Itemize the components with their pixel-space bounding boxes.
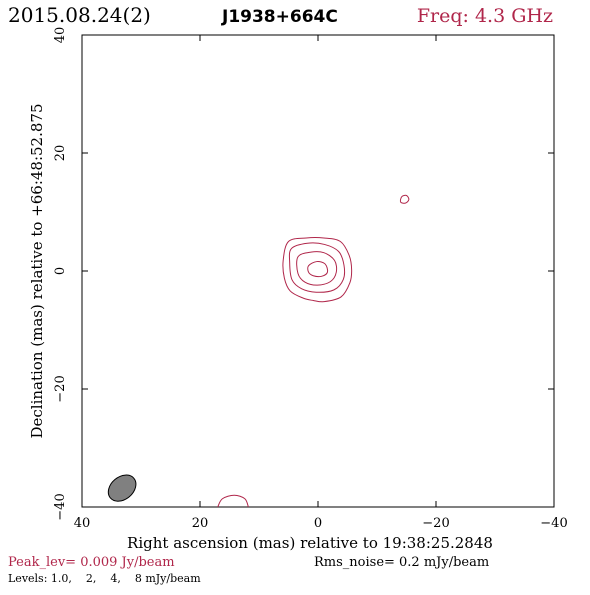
rms-noise: Rms_noise= 0.2 mJy/beam (314, 555, 489, 570)
epoch-title: 2015.08.24(2) (8, 3, 151, 27)
contour-level-1 (282, 237, 353, 303)
axis-ticks (81, 34, 555, 508)
contour-level-1 (399, 194, 410, 204)
axis-tick-labels: 40 20 0 −20 −40 −40 −20 0 20 40 (53, 27, 568, 531)
x-tick-label: −20 (422, 516, 449, 531)
x-tick-label: 40 (74, 516, 91, 531)
y-axis-label: Declination (mas) relative to +66:48:52.… (28, 103, 46, 438)
y-tick-label: 0 (53, 267, 68, 275)
x-tick-label: −40 (540, 516, 567, 531)
contour-level-8 (307, 261, 329, 278)
contour-level-2 (288, 242, 346, 293)
beam-layer (107, 474, 137, 502)
contour-lines (217, 194, 410, 508)
plot-frame (81, 34, 555, 508)
contour-levels: Levels: 1.0, 2, 4, 8 mJy/beam (8, 572, 201, 585)
x-tick-label: 20 (192, 516, 209, 531)
contour-level-4 (296, 251, 338, 286)
beam-ellipse (107, 474, 137, 502)
y-tick-label: −40 (53, 493, 68, 520)
y-tick-label: 20 (53, 145, 68, 162)
y-tick-label: 40 (53, 27, 68, 44)
x-tick-label: 0 (314, 516, 322, 531)
frequency-title: Freq: 4.3 GHz (417, 5, 553, 27)
peak-level: Peak_lev= 0.009 Jy/beam (8, 555, 175, 570)
x-axis-label: Right ascension (mas) relative to 19:38:… (127, 534, 493, 552)
source-title: J1938+664C (221, 7, 338, 27)
y-tick-label: −20 (53, 375, 68, 402)
contour-level-1 (217, 494, 249, 508)
